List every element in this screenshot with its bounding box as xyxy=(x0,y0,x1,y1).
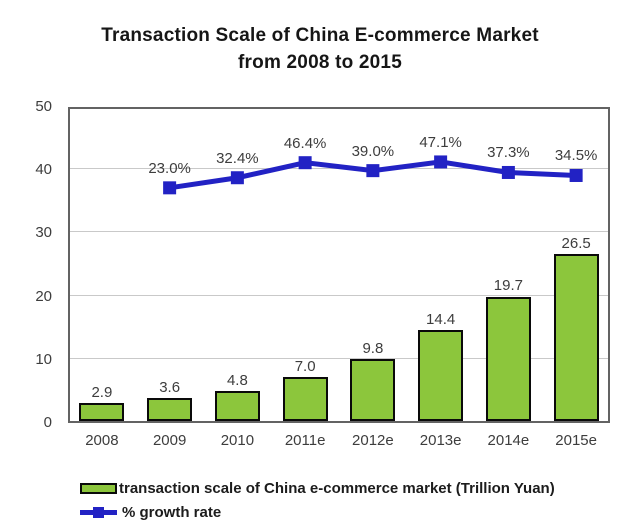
line-swatch-icon xyxy=(80,506,117,518)
growth-marker xyxy=(163,181,177,195)
chart-title: Transaction Scale of China E-commerce Ma… xyxy=(0,22,640,76)
growth-rate-line xyxy=(163,155,583,195)
x-tick-label: 2008 xyxy=(85,432,119,449)
x-tick-label: 2009 xyxy=(152,432,187,449)
y-tick-label: 10 xyxy=(35,350,52,368)
y-tick-label: 40 xyxy=(35,161,52,179)
growth-marker xyxy=(298,156,312,170)
plot-area xyxy=(68,107,610,423)
y-tick-label: 20 xyxy=(35,287,52,305)
bar-value-label: 26.5 xyxy=(561,234,591,252)
legend-item-transaction-scale: transaction scale of China e-commerce ma… xyxy=(80,476,555,500)
bar xyxy=(214,390,260,421)
x-tick-label: 2011e xyxy=(284,432,326,449)
legend-label: transaction scale of China e-commerce ma… xyxy=(119,479,555,497)
growth-rate-label: 34.5% xyxy=(554,147,598,165)
growth-rate-label: 23.0% xyxy=(148,159,191,177)
bar-value-label: 7.0 xyxy=(294,357,316,375)
growth-rate-label: 47.1% xyxy=(419,133,462,151)
bar-value-label: 3.6 xyxy=(159,379,181,397)
bar xyxy=(79,402,125,421)
chart-title-line1: Transaction Scale of China E-commerce Ma… xyxy=(101,25,539,46)
bar-value-label: 4.8 xyxy=(226,371,248,389)
gridline xyxy=(70,294,608,296)
gridline xyxy=(70,357,608,359)
growth-marker xyxy=(501,165,515,179)
growth-marker xyxy=(569,168,583,182)
y-tick-label: 0 xyxy=(43,414,52,431)
growth-rate-label: 39.0% xyxy=(351,142,395,160)
x-tick-label: 2013e xyxy=(419,432,462,449)
chart-title-line2: from 2008 to 2015 xyxy=(238,52,402,73)
bar xyxy=(147,398,193,421)
bar-value-label: 2.9 xyxy=(91,383,113,401)
bar-value-label: 14.4 xyxy=(426,310,456,328)
growth-marker xyxy=(230,171,244,185)
bar xyxy=(485,296,531,421)
gridline xyxy=(70,231,608,233)
growth-rate-label: 46.4% xyxy=(283,134,327,152)
growth-rate-label: 32.4% xyxy=(216,149,259,167)
bar-swatch-icon xyxy=(80,482,117,494)
x-tick-label: 2014e xyxy=(487,432,530,449)
x-tick-label: 2010 xyxy=(220,432,255,449)
x-tick-label: 2012e xyxy=(352,432,394,449)
bar xyxy=(282,376,328,421)
bar xyxy=(553,253,599,421)
bar xyxy=(418,330,464,421)
bar xyxy=(350,359,396,421)
y-tick-label: 50 xyxy=(35,98,52,115)
growth-marker xyxy=(366,164,380,178)
legend-item-growth-rate: % growth rate xyxy=(80,500,555,524)
y-tick-label: 30 xyxy=(35,224,52,242)
growth-rate-label: 37.3% xyxy=(487,144,530,162)
bar-value-label: 9.8 xyxy=(362,340,384,358)
legend-label: % growth rate xyxy=(122,503,222,521)
x-tick-label: 2015e xyxy=(555,432,597,449)
bar-value-label: 19.7 xyxy=(493,277,523,295)
growth-marker xyxy=(434,155,448,169)
legend: transaction scale of China e-commerce ma… xyxy=(80,476,555,524)
